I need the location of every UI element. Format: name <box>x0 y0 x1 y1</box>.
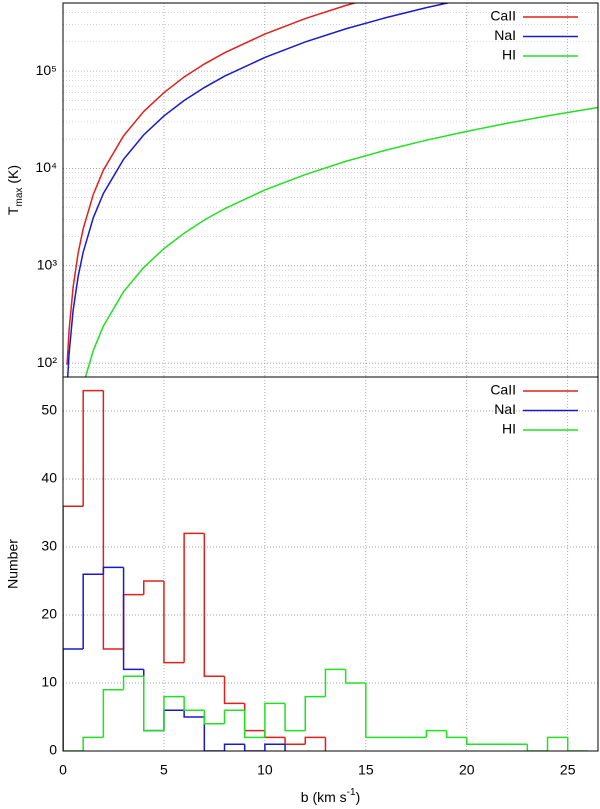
plot-frame <box>62 376 599 752</box>
histogram-step <box>264 743 286 751</box>
histogram-step <box>425 729 447 738</box>
y-axis-label-unit: (K) <box>5 165 21 184</box>
y-axis-label: Number <box>5 539 21 589</box>
histogram-step <box>122 567 144 671</box>
legend-label: HI <box>502 47 516 63</box>
histogram-step <box>163 581 185 664</box>
y-axis-label-text: T <box>5 206 21 215</box>
panel: 0 10 20 30 40 50 0 5 10 15 20 25 b (km s-1) Number CaI… <box>5 376 599 805</box>
histogram-step <box>566 737 588 751</box>
x-tick-label: 15 <box>358 762 374 778</box>
histogram-step <box>82 389 104 507</box>
histogram-step <box>203 533 225 677</box>
y-tick-label: 10 <box>41 674 57 690</box>
x-axis-label-sup: -1 <box>347 787 356 798</box>
histogram-step <box>163 695 185 731</box>
y-tick-label: 10⁴ <box>35 159 57 175</box>
histogram-step <box>82 736 104 751</box>
histogram-step <box>102 689 124 738</box>
histogram-step <box>143 580 164 595</box>
y-tick-label: 10⁵ <box>36 62 57 78</box>
histogram-step <box>183 696 205 711</box>
histogram-step <box>526 744 548 751</box>
y-tick-label: 50 <box>41 402 57 418</box>
line <box>66 3 358 365</box>
plot-area <box>66 3 598 377</box>
histogram-step <box>122 675 144 690</box>
histogram-step <box>203 717 225 751</box>
histogram-step <box>163 709 185 731</box>
line <box>66 3 451 377</box>
histogram-step <box>264 702 286 738</box>
y-axis-label-sub: max <box>14 188 25 207</box>
histogram-step <box>82 573 104 649</box>
histogram-step <box>102 566 124 575</box>
histogram-step <box>243 744 265 751</box>
y-tick-label: 0 <box>49 742 57 758</box>
histogram-step <box>365 683 387 739</box>
histogram-step <box>284 703 306 732</box>
histogram-step <box>445 730 467 739</box>
legend-label: CaII <box>490 8 516 24</box>
histogram-step <box>183 532 205 663</box>
legend-label: NaI <box>494 27 516 43</box>
histogram-step <box>466 737 487 745</box>
legend-label: HI <box>502 421 516 437</box>
histogram-step <box>304 736 326 745</box>
histogram-step <box>143 669 164 732</box>
histogram-step <box>284 737 306 745</box>
histogram-step <box>344 669 366 684</box>
histogram-step <box>223 709 245 724</box>
x-tick-label: 20 <box>459 762 475 778</box>
y-tick-label: 40 <box>41 470 57 486</box>
x-axis-label-text: b (km s <box>301 789 347 805</box>
plot-area <box>63 389 588 751</box>
histogram-step <box>304 695 326 731</box>
y-tick-label: 10³ <box>37 256 58 272</box>
histogram-step <box>223 743 245 751</box>
histogram-step <box>63 505 84 751</box>
histogram-step <box>243 703 265 732</box>
histogram-step <box>546 736 568 751</box>
x-tick-label: 0 <box>59 762 67 778</box>
histogram-step <box>183 710 205 718</box>
y-tick-label: 20 <box>41 606 57 622</box>
x-tick-label: 10 <box>257 762 273 778</box>
histogram-step <box>223 676 245 705</box>
line <box>84 106 598 377</box>
legend-label: CaII <box>490 382 516 398</box>
histogram-step <box>102 390 124 650</box>
histogram-step <box>122 593 144 649</box>
histogram-step <box>143 676 164 732</box>
y-axis-label: Tmax (K) <box>5 165 25 215</box>
x-axis-label-end: ) <box>356 789 361 805</box>
histogram-step <box>324 668 346 697</box>
legend-label: NaI <box>494 401 516 417</box>
x-tick-label: 5 <box>160 762 168 778</box>
y-tick-label: 10² <box>37 354 58 370</box>
x-tick-label: 25 <box>560 762 576 778</box>
panel: 10² 10³ 10⁴ 10⁵ Tmax (K) CaII NaI HI <box>5 2 599 378</box>
histogram-step <box>264 730 286 739</box>
histogram-step <box>63 648 84 751</box>
histogram-step <box>243 710 265 739</box>
histogram-step <box>203 710 225 725</box>
x-axis-label: b (km s-1) <box>301 787 360 805</box>
y-tick-label: 30 <box>41 538 57 554</box>
